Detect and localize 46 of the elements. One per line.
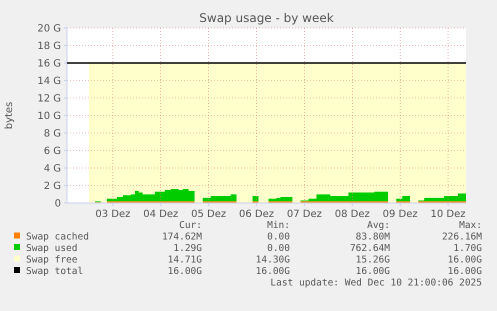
y-tick-label: 14 G [37, 76, 61, 87]
x-tick-label: 09 Dez [382, 209, 418, 220]
x-tick-label: 03 Dez [95, 209, 130, 220]
text: Cur: [179, 220, 202, 231]
text: 16.00G [448, 266, 482, 277]
text: 1.29G [173, 243, 202, 254]
x-tick-label: 05 Dez [191, 209, 226, 220]
text: 16.00G [448, 254, 482, 266]
legend-label: Swap free [26, 254, 78, 266]
y-tick-label: 12 G [37, 94, 61, 104]
text: Last update: Wed Dec 10 21:00:06 2025 [270, 278, 482, 288]
text: 0.00 [267, 243, 290, 254]
y-tick-label: 2 G [44, 181, 61, 192]
text: 16.00G [356, 266, 390, 277]
x-tick-label: 08 Dez [334, 209, 370, 220]
legend-label: Swap cached [26, 232, 89, 242]
text: 16.00G [168, 266, 202, 277]
y-tick-label: 8 G [44, 128, 61, 140]
chart-title: Swap usage - by week [199, 11, 334, 25]
x-tick-label: 07 Dez [286, 209, 322, 220]
text: 16.00G [256, 266, 290, 277]
legend-label: Swap total [26, 266, 84, 277]
x-tick-label: 10 Dez [430, 209, 466, 220]
text: Avg: [367, 220, 390, 231]
x-tick-label: 06 Dez [239, 209, 274, 220]
x-tick-label: 04 Dez [143, 209, 178, 220]
text: 83.80M [356, 232, 390, 242]
text: 1.70G [453, 243, 482, 254]
legend-label: Swap used [26, 243, 78, 254]
text: 174.62M [162, 232, 202, 242]
text: 0.00 [267, 232, 290, 242]
y-tick-label: 4 G [44, 164, 61, 174]
text: 14.30G [256, 254, 290, 266]
text: Max: [459, 220, 482, 231]
y-tick-label: 6 G [44, 146, 61, 157]
text: 15.26G [356, 254, 390, 266]
text: 226.16M [442, 232, 482, 242]
text: 14.71G [168, 254, 202, 266]
y-tick-label: 18 G [37, 41, 61, 52]
y-tick-label: 0 [54, 198, 61, 210]
y-tick-label: 20 G [37, 24, 61, 34]
y-tick-label: 10 G [37, 111, 61, 122]
text: Min: [267, 220, 290, 231]
y-axis-title: bytes [4, 102, 15, 130]
text: 762.64M [350, 243, 390, 254]
y-tick-label: 16 G [37, 58, 61, 70]
